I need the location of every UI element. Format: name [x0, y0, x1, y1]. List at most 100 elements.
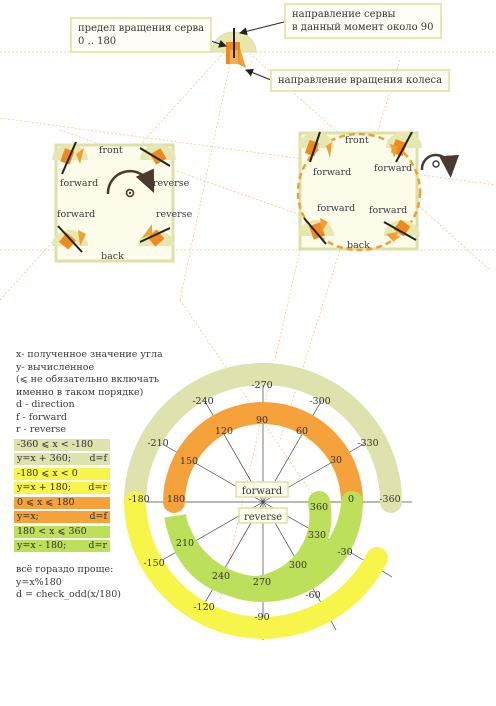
legend-line: f - forward	[16, 411, 67, 423]
left-reverse-top-label: reverse	[153, 178, 190, 189]
left-panel-center	[125, 188, 135, 198]
rule-formula-text: y=x + 360;	[17, 453, 72, 464]
servo-back-left	[52, 225, 88, 253]
center-reverse-label: reverse	[244, 512, 282, 523]
rule-dir-text: d=r	[88, 482, 107, 493]
rule-cond-text: 180 < x ⩽ 360	[17, 526, 87, 537]
outer-label: -120	[193, 602, 214, 613]
legend-line: x- полученное значение угла	[16, 349, 163, 360]
outer-label: -90	[254, 612, 269, 623]
simpler-line: y=x%180	[16, 576, 62, 588]
pointer-servo	[239, 21, 285, 36]
ring-olive	[124, 363, 402, 513]
servo-range-callout: предел вращения серва 0 .. 180	[70, 17, 213, 53]
rule-formula-text: y=x + 180;	[17, 482, 72, 493]
outer-label: -240	[192, 396, 213, 407]
center-forward-label: forward	[242, 486, 283, 497]
rule-cond-text: 0 ⩽ x ⩽ 180	[17, 497, 75, 508]
servo-rf-left	[298, 131, 334, 163]
wheel-direction-text: направление вращения колеса	[278, 75, 443, 86]
inner-angle-labels: 90 60 30 0 120 150 180 360 330 300 270 2…	[167, 415, 354, 588]
legend-line: y- вычисленное	[16, 361, 95, 373]
rule-condition: -360 ⩽ x < -180	[14, 439, 110, 451]
legend-rules: -360 ⩽ x < -180 y=x + 360; d=f -180 ⩽ x <…	[14, 439, 110, 552]
rule-dir-text: d=r	[88, 540, 107, 551]
rule-cond-text: -360 ⩽ x < -180	[17, 439, 94, 450]
inner-label: 330	[308, 530, 326, 541]
outer-label: -300	[309, 396, 330, 407]
servo-direction-line1: направление сервы	[292, 9, 396, 20]
left-back-label: back	[101, 251, 124, 262]
right-back-label: back	[347, 240, 370, 251]
inner-label: 240	[212, 571, 230, 582]
dial-center-labels: forward reverse	[235, 481, 289, 524]
turn-circle	[296, 132, 422, 252]
outer-label: -150	[143, 558, 164, 569]
right-forward-bl-label: forward	[317, 203, 356, 214]
inner-label: 180	[167, 494, 185, 505]
inner-label: 120	[215, 426, 233, 437]
servo-direction-line2: в данный момент около 90	[292, 22, 434, 33]
servo-rf-right	[386, 131, 422, 163]
outer-label: -180	[128, 494, 149, 505]
outer-label: -270	[251, 380, 272, 391]
servo-back-right	[138, 224, 174, 247]
wheel-direction-callout: направление вращения колеса	[270, 69, 451, 92]
left-forward-bottom-label: forward	[57, 209, 96, 220]
rule-formula: y=x - 180; d=r	[14, 540, 110, 552]
simpler-line: d = check_odd(x/180)	[16, 589, 121, 600]
right-forward-tr-label: forward	[374, 163, 413, 174]
simpler-line: всё гораздо проще:	[16, 564, 114, 575]
inner-label: 210	[176, 538, 194, 549]
inner-label: 150	[180, 456, 198, 467]
inner-label: 300	[289, 560, 307, 571]
rule-formula: y=x + 360; d=f	[14, 453, 110, 465]
legend-line: r - reverse	[16, 424, 66, 435]
left-forward-top-label: forward	[60, 178, 99, 189]
rule-formula: y=x + 180; d=r	[14, 482, 110, 494]
inner-label: 30	[330, 455, 342, 466]
servo-front-right	[139, 144, 176, 167]
outer-label: -330	[357, 438, 378, 449]
servo-range-line2: 0 .. 180	[78, 36, 117, 47]
ring-orange	[163, 402, 363, 513]
inner-label: 90	[256, 415, 268, 426]
left-vehicle-panel	[52, 141, 176, 263]
servo-rb-left	[298, 217, 334, 245]
rule-formula-text: y=x - 180;	[17, 540, 67, 551]
legend-line: (⩽ не обязательно включать	[16, 374, 160, 385]
outer-label: -360	[379, 494, 400, 505]
left-rotation-arrow	[106, 168, 155, 195]
legend-simpler: всё гораздо проще: y=x%180 d = check_odd…	[16, 564, 121, 602]
left-reverse-bottom-label: reverse	[156, 209, 193, 220]
rule-dir-text: d=f	[89, 453, 107, 464]
rule-cond-text: -180 ⩽ x < 0	[17, 468, 78, 479]
right-front-label: front	[345, 135, 369, 146]
legend-line: именно в таком порядке)	[16, 386, 144, 398]
servo-direction-callout: направление сервы в данный момент около …	[284, 3, 442, 39]
inner-label: 360	[310, 502, 328, 513]
angle-dial	[124, 363, 412, 640]
rule-formula-text: y=x;	[17, 511, 39, 522]
top-servo	[211, 28, 257, 68]
right-forward-tl-label: forward	[313, 167, 352, 178]
outer-angle-labels: -270 -300 -330 -360 -240 -210 -180 -150 …	[128, 380, 400, 623]
rule-dir-text: d=f	[89, 511, 107, 522]
right-forward-br-label: forward	[369, 205, 408, 216]
inner-label: 270	[253, 577, 271, 588]
right-rotation-arrow	[420, 153, 460, 178]
inner-label: 60	[296, 426, 308, 437]
rule-condition: 180 < x ⩽ 360	[14, 526, 110, 538]
rule-condition: 0 ⩽ x ⩽ 180	[14, 497, 110, 509]
servo-range-line1: предел вращения серва	[78, 23, 205, 34]
rule-formula: y=x; d=f	[14, 511, 110, 523]
left-front-label: front	[99, 145, 123, 156]
servo-front-left	[52, 141, 88, 175]
outer-label: -30	[337, 547, 352, 558]
rule-condition: -180 ⩽ x < 0	[14, 468, 110, 480]
outer-label: -210	[147, 438, 168, 449]
right-vehicle-panel	[296, 131, 460, 252]
ring-yellow	[124, 491, 388, 639]
